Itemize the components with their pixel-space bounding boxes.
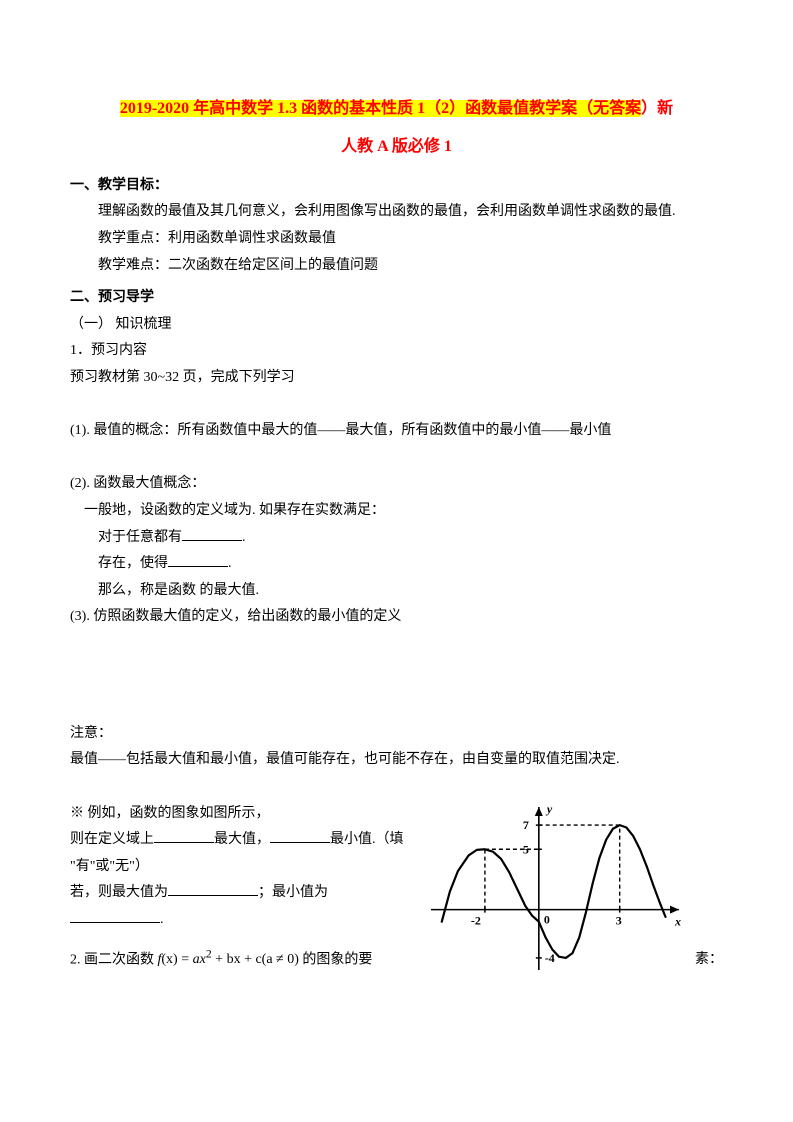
q2-mid: 的图象的要: [299, 952, 373, 967]
example-line2: 则在定义域上 最大值， 最小值.（填: [70, 827, 415, 854]
section-1-p1: 理解函数的最值及其几何意义，会利用图像写出函数的最值，会利用函数单调性求函数的最…: [70, 199, 723, 226]
title-line-2: 人教 A 版必修 1: [341, 138, 452, 155]
q2-formula: f(x) = ax2 + bx + c(a ≠ 0): [158, 952, 299, 967]
document-title: 2019-2020 年高中数学 1.3 函数的基本性质 1（2）函数最值教学案（…: [70, 90, 723, 167]
blank-6: [70, 908, 160, 923]
item-2c: 存在，使得.: [70, 551, 723, 578]
item-2b-post: .: [242, 530, 246, 545]
question-2: 2. 画二次函数 f(x) = ax2 + bx + c(a ≠ 0) 的图象的…: [70, 944, 415, 974]
example-line1: ※ 例如，函数的图象如图所示，: [70, 801, 415, 828]
blank-5: [168, 881, 258, 896]
item-2c-pre: 存在，使得: [98, 556, 168, 571]
svg-text:-4: -4: [545, 951, 555, 965]
example-line4: 若，则最大值为 ；最小值为.: [70, 880, 415, 933]
ex-l4-a: 若，则最大值为: [70, 885, 168, 900]
svg-text:7: 7: [523, 818, 529, 832]
section-2-line1: 1．预习内容: [70, 338, 723, 365]
item-2: (2). 函数最大值概念：: [70, 471, 723, 498]
note-body: 最值——包括最大值和最小值，最值可能存在，也可能不存在，由自变量的取值范围决定.: [70, 747, 723, 774]
ex-l2-b: 最大值，: [214, 832, 270, 847]
item-2d: 那么，称是函数 的最大值.: [70, 578, 723, 605]
item-1: (1). 最值的概念：所有函数值中最大的值——最大值，所有函数值中的最小值——最…: [70, 418, 723, 445]
q2-tail: 素：: [695, 947, 723, 976]
item-2c-post: .: [228, 556, 232, 571]
section-2-sub1: （一） 知识梳理: [70, 312, 723, 339]
item-2b-pre: 对于任意都有: [98, 530, 182, 545]
svg-text:y: y: [545, 802, 553, 816]
ex-l2-a: 则在定义域上: [70, 832, 154, 847]
svg-text:3: 3: [616, 913, 622, 927]
svg-text:-2: -2: [471, 913, 481, 927]
blank-1: [182, 526, 242, 541]
section-2-line2: 预习教材第 30~32 页，完成下列学习: [70, 365, 723, 392]
section-1-p2: 教学重点：利用函数单调性求函数最值: [70, 226, 723, 253]
item-2a: 一般地，设函数的定义域为. 如果存在实数满足：: [70, 498, 723, 525]
svg-text:0: 0: [544, 912, 550, 926]
blank-3: [154, 828, 214, 843]
item-2b: 对于任意都有.: [70, 525, 723, 552]
blank-2: [168, 552, 228, 567]
blank-4: [270, 828, 330, 843]
function-graph: 0 x y -2 3 5 7 -4: [425, 801, 685, 976]
title-highlight: 2019-2020 年高中数学 1.3 函数的基本性质 1（2）函数最值教学案（…: [120, 100, 641, 117]
section-1-heading: 一、教学目标：: [70, 173, 723, 200]
section-2-heading: 二、预习导学: [70, 285, 723, 312]
svg-text:5: 5: [523, 842, 529, 856]
section-1-p3: 教学难点：二次函数在给定区间上的最值问题: [70, 253, 723, 280]
title-tail-1: ）新: [641, 100, 673, 117]
ex-l4-c: .: [160, 912, 164, 927]
blank-spacer: [70, 631, 723, 721]
item-3: (3). 仿照函数最大值的定义，给出函数的最小值的定义: [70, 604, 723, 631]
ex-l4-b: ；最小值为: [258, 885, 328, 900]
ex-l2-c: 最小值.（填: [330, 832, 404, 847]
svg-text:x: x: [674, 914, 681, 928]
example-line3: "有"或"无"）: [70, 854, 415, 881]
note-heading: 注意：: [70, 721, 723, 748]
q2-pre: 2. 画二次函数: [70, 952, 158, 967]
